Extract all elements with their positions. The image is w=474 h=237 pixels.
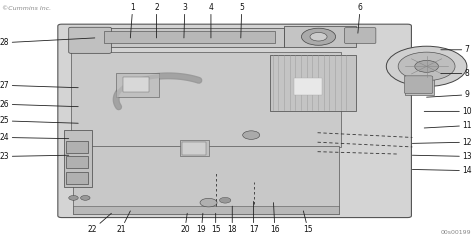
Bar bbox=[182, 142, 206, 155]
Circle shape bbox=[310, 32, 327, 41]
Text: 11: 11 bbox=[424, 121, 472, 130]
Bar bbox=[66, 156, 88, 168]
Bar bbox=[123, 77, 149, 92]
Text: 27: 27 bbox=[0, 81, 78, 90]
Bar bbox=[66, 141, 88, 153]
Text: 17: 17 bbox=[249, 201, 258, 234]
Circle shape bbox=[69, 196, 78, 200]
Text: 8: 8 bbox=[441, 69, 469, 78]
Bar bbox=[66, 172, 88, 184]
Text: 5: 5 bbox=[239, 3, 244, 38]
Circle shape bbox=[398, 52, 455, 81]
Text: 22: 22 bbox=[88, 213, 111, 234]
Text: 1: 1 bbox=[130, 3, 135, 38]
Text: 12: 12 bbox=[412, 138, 472, 147]
Text: 2: 2 bbox=[154, 3, 159, 38]
Text: 16: 16 bbox=[270, 203, 280, 234]
Text: 00s00199: 00s00199 bbox=[441, 230, 472, 235]
Text: 19: 19 bbox=[197, 213, 206, 234]
Circle shape bbox=[200, 198, 217, 207]
Text: 26: 26 bbox=[0, 100, 78, 109]
Bar bbox=[95, 28, 284, 47]
Text: 23: 23 bbox=[0, 152, 69, 161]
FancyBboxPatch shape bbox=[404, 76, 433, 94]
Bar bbox=[116, 73, 159, 97]
Text: 7: 7 bbox=[441, 45, 469, 54]
Text: 20: 20 bbox=[180, 213, 190, 234]
Bar bbox=[294, 78, 322, 95]
Circle shape bbox=[219, 197, 231, 203]
Circle shape bbox=[243, 131, 260, 139]
Text: 6: 6 bbox=[358, 3, 363, 33]
Text: 10: 10 bbox=[424, 107, 472, 116]
Bar bbox=[104, 31, 275, 43]
Text: 28: 28 bbox=[0, 38, 95, 47]
Circle shape bbox=[81, 196, 90, 200]
Bar bbox=[405, 73, 434, 95]
FancyBboxPatch shape bbox=[345, 28, 376, 43]
Text: 18: 18 bbox=[228, 206, 237, 234]
Bar bbox=[64, 130, 92, 187]
Circle shape bbox=[415, 60, 438, 72]
Text: 14: 14 bbox=[412, 166, 472, 175]
Text: 25: 25 bbox=[0, 116, 78, 125]
Text: 24: 24 bbox=[0, 133, 69, 142]
FancyBboxPatch shape bbox=[69, 27, 111, 53]
Bar bbox=[180, 140, 209, 156]
Text: 15: 15 bbox=[303, 211, 313, 234]
Text: 15: 15 bbox=[211, 213, 220, 234]
Circle shape bbox=[301, 28, 336, 45]
Bar bbox=[71, 52, 341, 147]
Text: 3: 3 bbox=[182, 3, 187, 38]
Bar bbox=[73, 146, 339, 214]
Bar bbox=[73, 206, 339, 214]
Text: 13: 13 bbox=[412, 152, 472, 161]
Bar bbox=[284, 26, 356, 47]
Circle shape bbox=[386, 46, 467, 87]
Bar bbox=[270, 55, 356, 111]
FancyBboxPatch shape bbox=[58, 24, 411, 218]
Text: 21: 21 bbox=[116, 211, 130, 234]
Text: 9: 9 bbox=[427, 90, 469, 99]
Text: 4: 4 bbox=[209, 3, 213, 38]
Text: ©Cummins Inc.: ©Cummins Inc. bbox=[2, 6, 52, 11]
